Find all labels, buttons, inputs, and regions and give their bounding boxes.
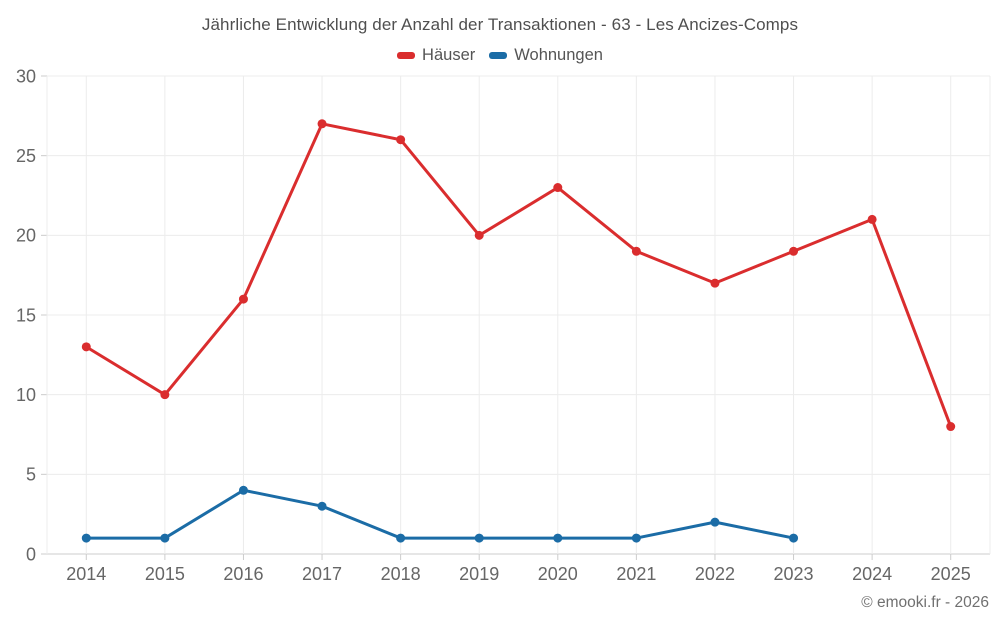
svg-text:2025: 2025 bbox=[931, 564, 971, 584]
legend-swatch-haeuser-icon bbox=[397, 52, 416, 59]
svg-text:30: 30 bbox=[16, 66, 36, 86]
svg-text:2024: 2024 bbox=[852, 564, 892, 584]
legend-label-wohnungen: Wohnungen bbox=[514, 46, 603, 64]
svg-text:25: 25 bbox=[16, 146, 36, 166]
svg-text:2014: 2014 bbox=[66, 564, 106, 584]
svg-text:2020: 2020 bbox=[538, 564, 578, 584]
svg-text:2019: 2019 bbox=[459, 564, 499, 584]
legend-swatch-wohnungen-icon bbox=[489, 52, 508, 59]
svg-text:2016: 2016 bbox=[223, 564, 263, 584]
chart-legend: Häuser Wohnungen bbox=[0, 46, 1000, 65]
svg-text:15: 15 bbox=[16, 305, 36, 325]
svg-text:2018: 2018 bbox=[381, 564, 421, 584]
legend-label-haeuser: Häuser bbox=[422, 46, 476, 64]
svg-text:10: 10 bbox=[16, 385, 36, 405]
svg-text:2021: 2021 bbox=[616, 564, 656, 584]
svg-text:5: 5 bbox=[26, 465, 36, 485]
legend-item-wohnungen[interactable]: Wohnungen bbox=[489, 46, 603, 65]
legend-item-haeuser[interactable]: Häuser bbox=[397, 46, 475, 65]
chart-title: Jährliche Entwicklung der Anzahl der Tra… bbox=[201, 15, 799, 34]
svg-text:20: 20 bbox=[16, 226, 36, 246]
svg-text:0: 0 bbox=[26, 544, 36, 564]
copyright-footer: © emooki.fr - 2026 bbox=[861, 594, 989, 611]
svg-text:2022: 2022 bbox=[695, 564, 735, 584]
svg-text:2015: 2015 bbox=[145, 564, 185, 584]
svg-text:2023: 2023 bbox=[774, 564, 814, 584]
svg-text:2017: 2017 bbox=[302, 564, 342, 584]
